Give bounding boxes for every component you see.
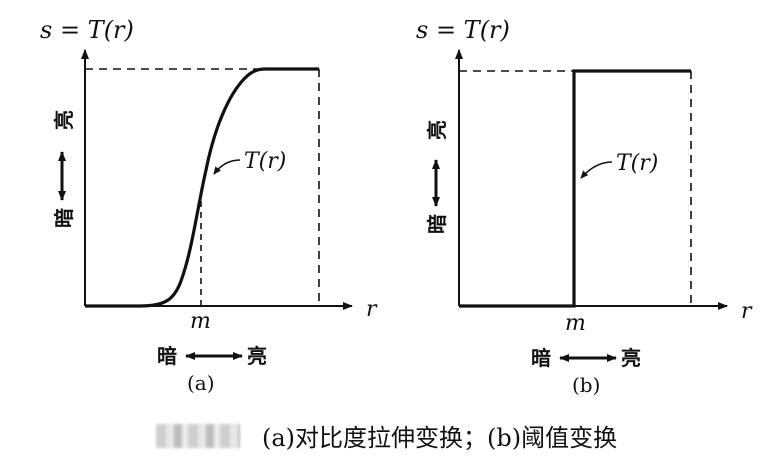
blurred-figure-number [156, 424, 240, 448]
panel-b-vertical-bright-label: 亮 [425, 120, 449, 140]
panel-b-horizontal-dark-label: 暗 [531, 346, 551, 370]
panel-a-x-axis-label: r [366, 297, 378, 322]
panel-a: s = T(r) r T(r) m 亮 暗 暗 亮 (a) [40, 16, 378, 395]
panel-b: s = T(r) r T(r) m 亮 暗 暗 亮 (b) [416, 16, 753, 397]
figure-caption: (a)对比度拉伸变换；(b)阈值变换 [262, 424, 618, 452]
panel-b-y-axis-label: s = T(r) [416, 16, 510, 44]
panel-b-curve-label: T(r) [616, 151, 658, 176]
panel-a-sub-caption: (a) [187, 371, 215, 395]
panel-b-curve-pointer [580, 161, 613, 179]
panel-b-horizontal-bright-label: 亮 [621, 346, 641, 370]
panel-b-vertical-dark-label: 暗 [425, 214, 449, 234]
panel-b-m-label: m [565, 311, 586, 336]
panel-a-transform-curve [85, 67, 319, 308]
panel-b-x-axis-label: r [741, 299, 753, 324]
panel-a-horizontal-bright-label: 亮 [247, 344, 267, 368]
panel-b-threshold-curve [459, 69, 691, 308]
panel-a-vertical-bright-label: 亮 [52, 110, 76, 130]
panel-a-curve-label: T(r) [244, 149, 286, 174]
panel-b-sub-caption: (b) [572, 373, 600, 397]
panel-a-horizontal-dark-label: 暗 [157, 344, 177, 368]
panel-a-curve-pointer [213, 159, 241, 175]
panel-a-m-label: m [190, 309, 211, 334]
panel-a-y-axis-label: s = T(r) [40, 16, 134, 44]
panel-a-vertical-dark-label: 暗 [52, 208, 76, 228]
